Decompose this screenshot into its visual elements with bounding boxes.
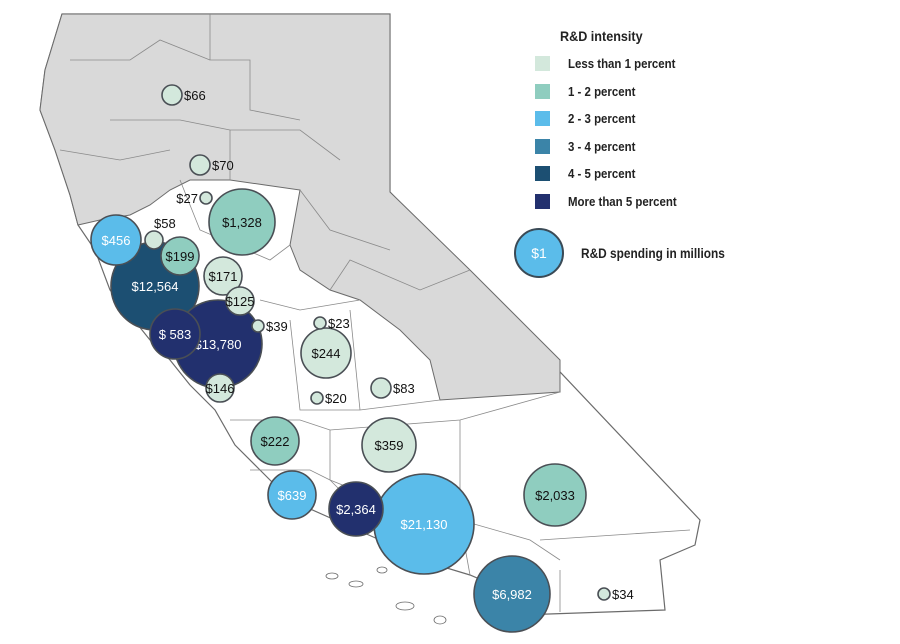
legend-swatch [535,56,550,72]
bubble-label: $13,780 [195,337,242,352]
bubble-label: $1,328 [222,215,262,230]
region-bubble: $146 [205,373,235,403]
bubble-label: $244 [312,346,341,361]
bubble-circle [149,308,201,360]
bubble-circle [225,286,255,316]
bubble-label: $199 [166,249,195,264]
bubble-circle [199,191,213,205]
bubble-label: $83 [393,381,415,396]
legend-swatch [535,166,550,182]
bubble-circle [189,154,211,176]
legend-item: 3 - 4 percent [530,133,692,161]
bubble-circle [473,555,551,633]
region-bubble: $20 [310,391,347,406]
bubble-circle [208,188,276,256]
legend-title: R&D intensity [560,28,643,44]
region-bubble: $21,130 [373,473,475,575]
region-bubble: $456 [90,214,142,266]
bubble-label: $21,130 [401,517,448,532]
bubble-label: $66 [184,88,206,103]
region-bubble: $199 [160,236,200,276]
bubble-label: $456 [102,233,131,248]
legend: R&D intensity Less than 1 percent 1 - 2 p… [530,28,692,215]
size-key: $1 R&D spending in millions [514,228,745,278]
bubble-label: $6,982 [492,587,532,602]
legend-item: 1 - 2 percent [530,78,692,106]
legend-label: Less than 1 percent [568,56,676,72]
north-counties [39,13,561,401]
legend-swatch [535,138,550,154]
bubble-circle [328,481,384,537]
bubble-layer: $21,130 $12,564 $13,780 $6,982 $1,328 $2,033 $… [90,84,634,633]
bubble-label: $222 [261,434,290,449]
size-key-bubble: $1 [514,228,564,278]
bubble-circle [160,236,200,276]
legend-label: More than 5 percent [568,193,677,209]
size-key-label: R&D spending in millions [581,245,725,261]
legend-label: 3 - 4 percent [568,138,636,154]
region-bubble: $83 [370,377,415,399]
bubble-circle [370,377,392,399]
bubble-label: $34 [612,587,634,602]
bubble-circle [597,587,611,601]
region-bubble: $23 [313,316,350,331]
bubble-circle [267,470,317,520]
bubble-circle [144,230,164,250]
region-bubble: $66 [161,84,206,106]
region-bubble: $58 [144,216,176,250]
bubble-label: $639 [278,488,307,503]
bubble-label: $27 [176,191,198,206]
region-bubble: $39 [251,319,288,334]
bubble-circle [250,416,300,466]
region-bubble: $2,364 [328,481,384,537]
bubble-circle [161,84,183,106]
bubble-label: $20 [325,391,347,406]
region-bubble: $639 [267,470,317,520]
legend-item: 4 - 5 percent [530,160,692,188]
bubble-circle [361,417,417,473]
legend-label: 1 - 2 percent [568,83,636,99]
bubble-label: $125 [226,294,255,309]
region-bubble: $1,328 [208,188,276,256]
bubble-circle [523,463,587,527]
region-bubble: $2,033 [523,463,587,527]
legend-label: 4 - 5 percent [568,166,636,182]
legend-swatch [535,193,550,209]
legend-swatch [535,83,550,99]
bubble-label: $58 [154,216,176,231]
region-bubble: $359 [361,417,417,473]
bubble-label: $ 583 [159,327,192,342]
bubble-circle [313,316,327,330]
region-bubble: $6,982 [473,555,551,633]
bubble-label: $12,564 [132,279,179,294]
bubble-circle [251,319,265,333]
region-bubble: $70 [189,154,234,176]
bubble-circle [310,391,324,405]
legend-item: More than 5 percent [530,188,692,216]
region-bubble: $222 [250,416,300,466]
bubble-label: $2,364 [336,502,376,517]
legend-item: Less than 1 percent [530,50,692,78]
bubble-label: $359 [375,438,404,453]
bubble-circle [203,256,243,296]
region-bubble: $ 583 [149,308,201,360]
region-bubble: $125 [225,286,255,316]
bubble-label: $2,033 [535,488,575,503]
bubble-label: $23 [328,316,350,331]
region-bubble: $27 [176,191,213,206]
legend-swatch [535,111,550,127]
bubble-label: $70 [212,158,234,173]
bubble-circle [90,214,142,266]
legend-label: 2 - 3 percent [568,111,636,127]
region-bubble: $34 [597,587,634,602]
bubble-label: $39 [266,319,288,334]
bubble-label: $171 [209,269,238,284]
bubble-label: $146 [206,381,235,396]
bubble-circle [300,327,352,379]
bubble-circle [205,373,235,403]
region-bubble: $244 [300,327,352,379]
legend-item: 2 - 3 percent [530,105,692,133]
region-bubble: $171 [203,256,243,296]
